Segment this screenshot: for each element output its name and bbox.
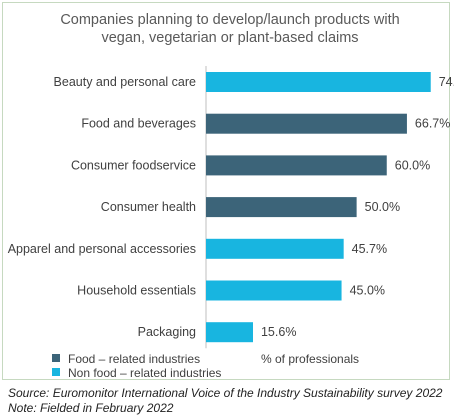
bar [206,197,357,218]
data-label: 15.6% [261,325,296,339]
category-label: Apparel and personal accessories [8,242,196,256]
legend-swatch-non-food [52,368,60,376]
data-label: 50.0% [365,200,400,214]
data-label: 45.7% [352,242,387,256]
chart-title-line-1: Companies planning to develop/launch pro… [60,12,400,28]
category-label: Consumer foodservice [71,158,196,172]
data-label: 45.0% [350,284,385,298]
chart-card [2,2,450,380]
bar [206,322,253,343]
data-label: 66.7% [415,117,450,131]
category-label: Beauty and personal care [54,75,197,89]
source-note: Source: Euromonitor International Voice … [8,386,443,400]
category-label: Packaging [138,325,196,339]
bar [206,238,344,259]
x-axis-label: % of professionals [261,352,360,366]
bar [206,72,431,92]
legend-label-non-food: Non food – related industries [68,366,222,380]
data-label: 74.6% [439,75,454,89]
data-label: 60.0% [395,158,430,172]
category-label: Household essentials [77,284,196,298]
fielded-note: Note: Fielded in February 2022 [8,401,174,415]
bar [206,280,342,301]
bar [206,113,407,134]
legend-swatch-food [52,354,60,362]
legend-item-non-food: Non food – related industries [52,366,221,380]
category-label: Consumer health [101,200,196,214]
legend-item-food: Food – related industries [52,352,200,366]
bar [206,155,387,176]
legend-label-food: Food – related industries [68,352,201,366]
chart-title-line-2: vegan, vegetarian or plant-based claims [101,30,359,46]
category-label: Food and beverages [81,117,196,131]
